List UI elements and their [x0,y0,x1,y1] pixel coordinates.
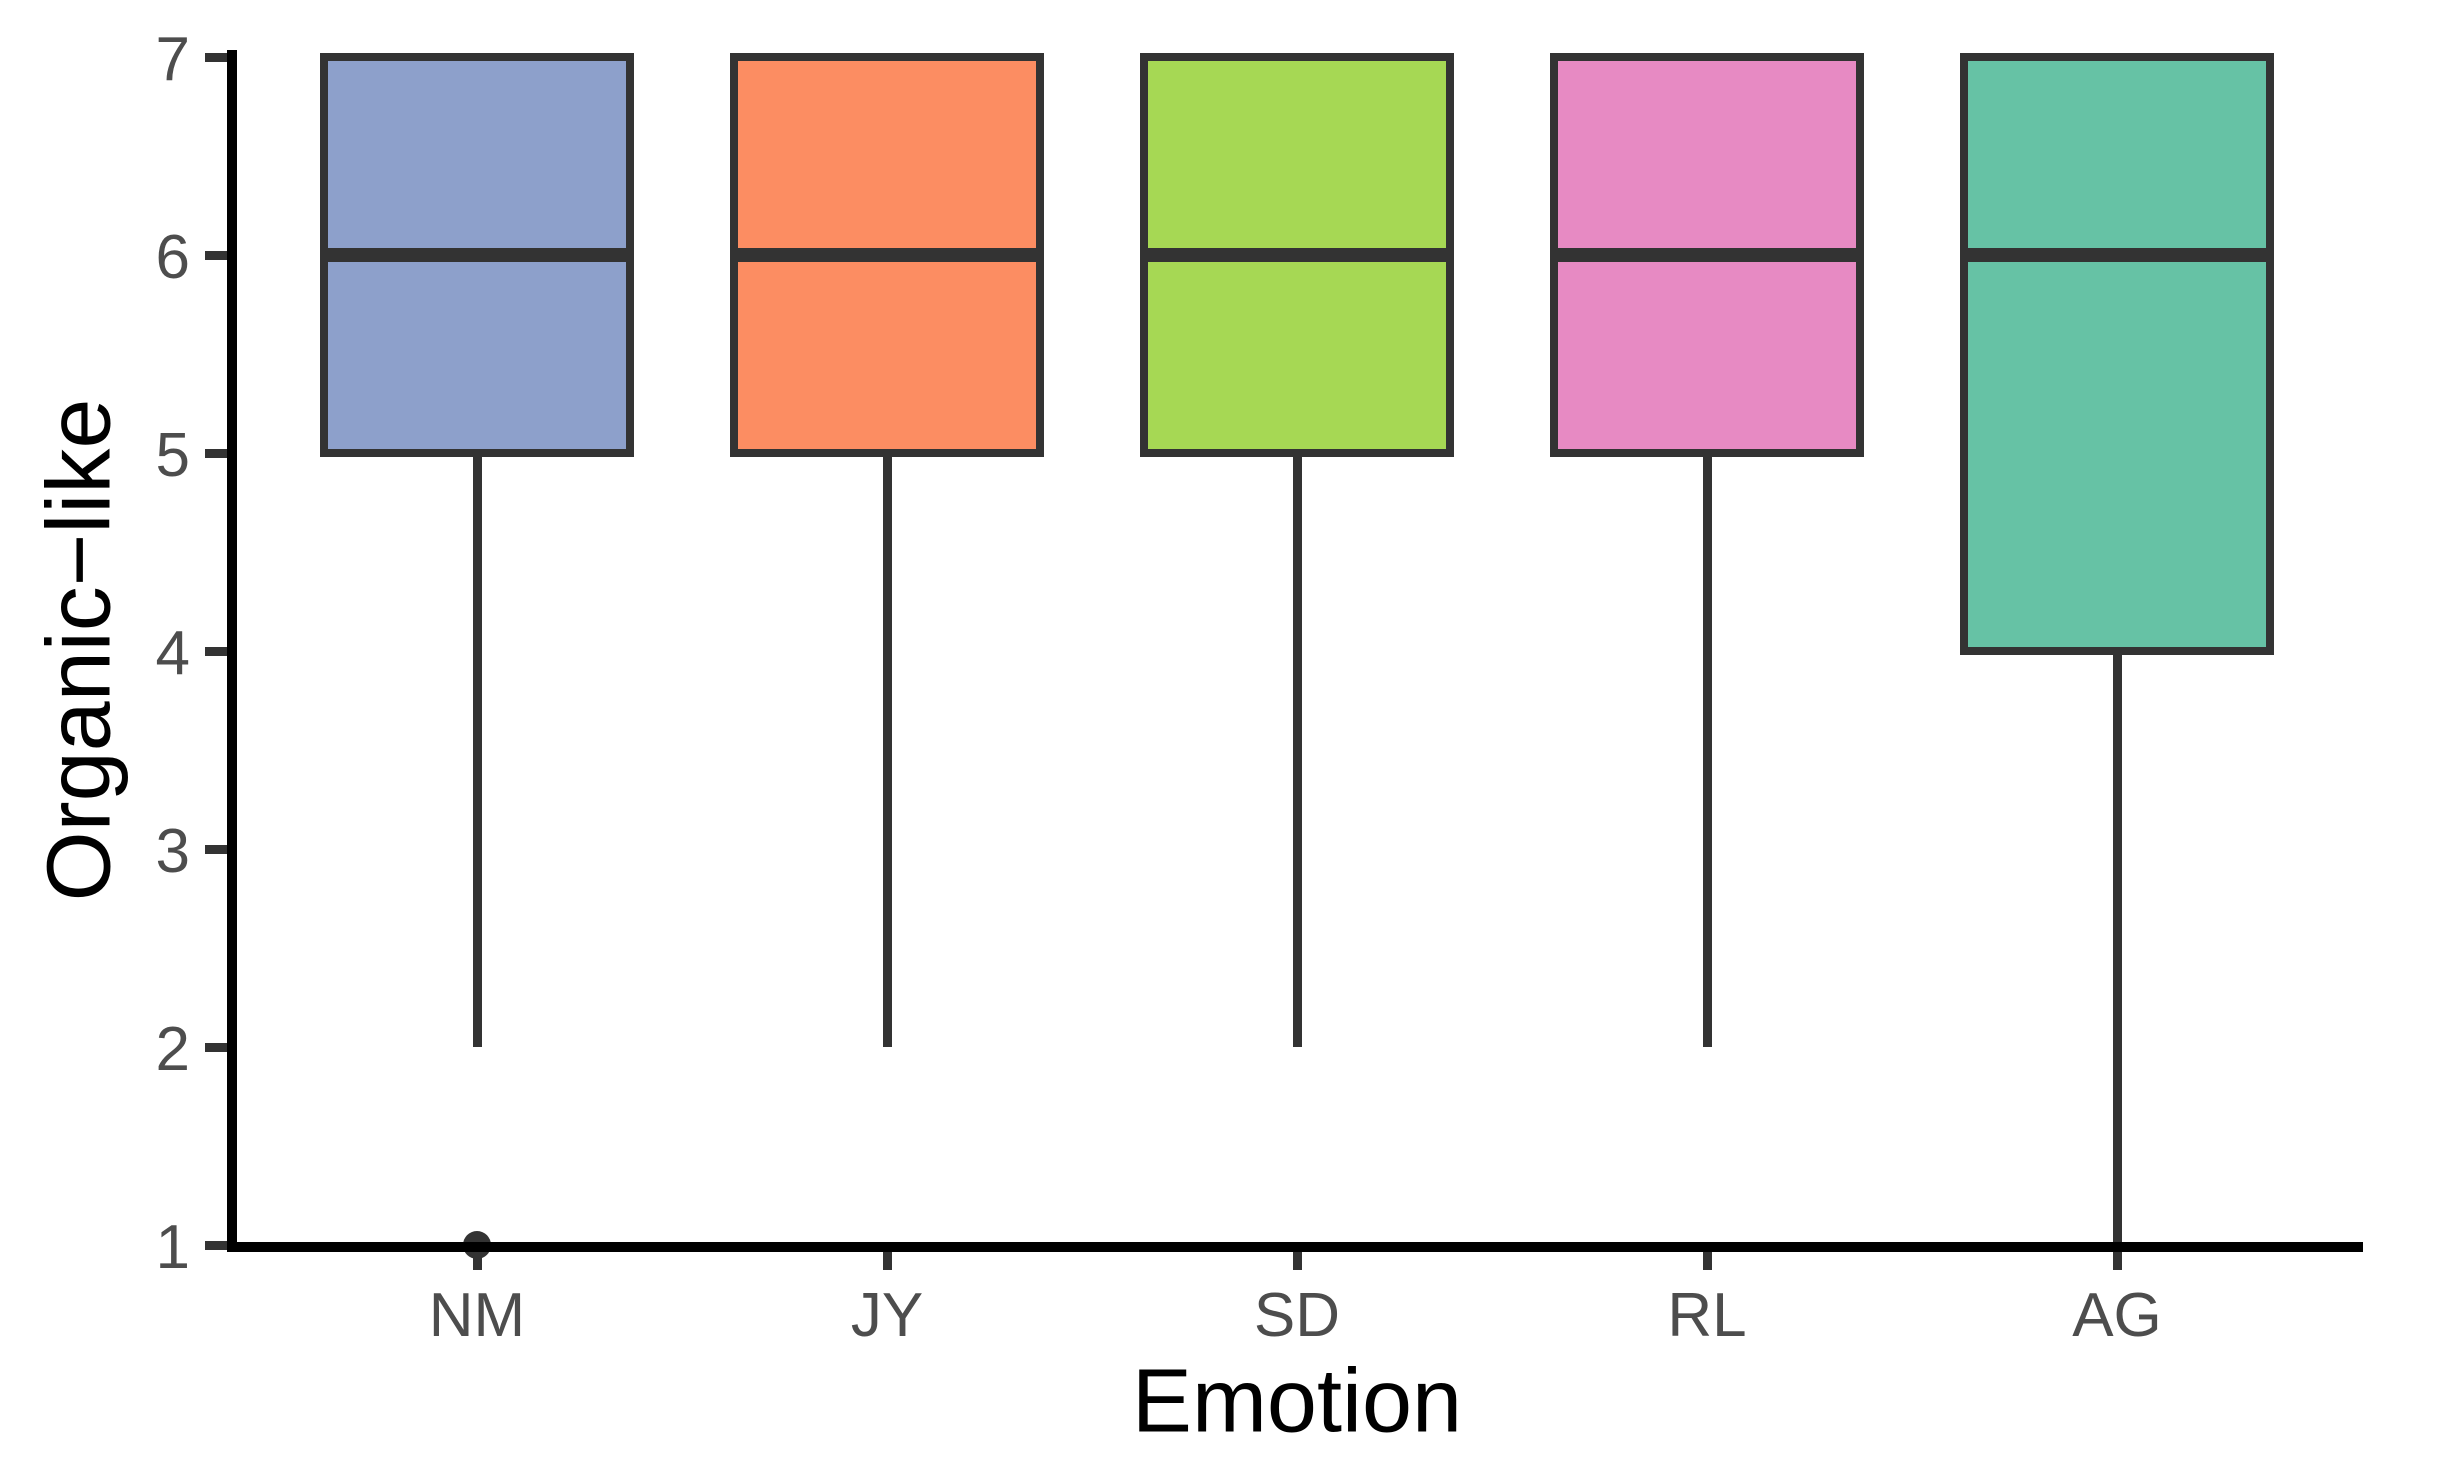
x-tick [472,1252,482,1270]
x-tick [882,1252,892,1270]
median-line [1964,248,2270,262]
y-tick-label: 5 [155,421,190,490]
x-tick-label: JY [850,1281,924,1350]
whisker-lower [2112,651,2122,1245]
median-line [1554,248,1860,262]
boxplot-box [1960,53,2274,655]
y-tick-label: 3 [155,817,190,886]
x-axis-title: Emotion [1131,1351,1463,1452]
x-tick [1702,1252,1712,1270]
y-tick [205,250,227,260]
whisker-lower [472,453,482,1047]
x-tick-label: AG [2072,1281,2162,1350]
y-tick-label: 4 [155,619,190,688]
y-tick-label: 7 [155,25,190,94]
y-tick [205,1240,227,1250]
median-line [734,248,1040,262]
y-tick [205,52,227,62]
x-tick-label: SD [1253,1281,1341,1350]
y-tick-label: 1 [155,1213,190,1282]
y-tick [205,1042,227,1052]
x-axis-line [227,1242,2363,1252]
median-line [1144,248,1450,262]
y-tick-label: 2 [155,1015,190,1084]
whisker-lower [882,453,892,1047]
y-tick [205,448,227,458]
y-tick [205,844,227,854]
y-tick [205,646,227,656]
y-axis-line [227,50,237,1252]
x-tick-label: RL [1667,1281,1747,1350]
x-tick [2112,1252,2122,1270]
whisker-lower [1292,453,1302,1047]
whisker-lower [1702,453,1712,1047]
x-tick-label: NM [428,1281,526,1350]
y-tick-label: 6 [155,223,190,292]
x-tick [1292,1252,1302,1270]
median-line [324,248,630,262]
